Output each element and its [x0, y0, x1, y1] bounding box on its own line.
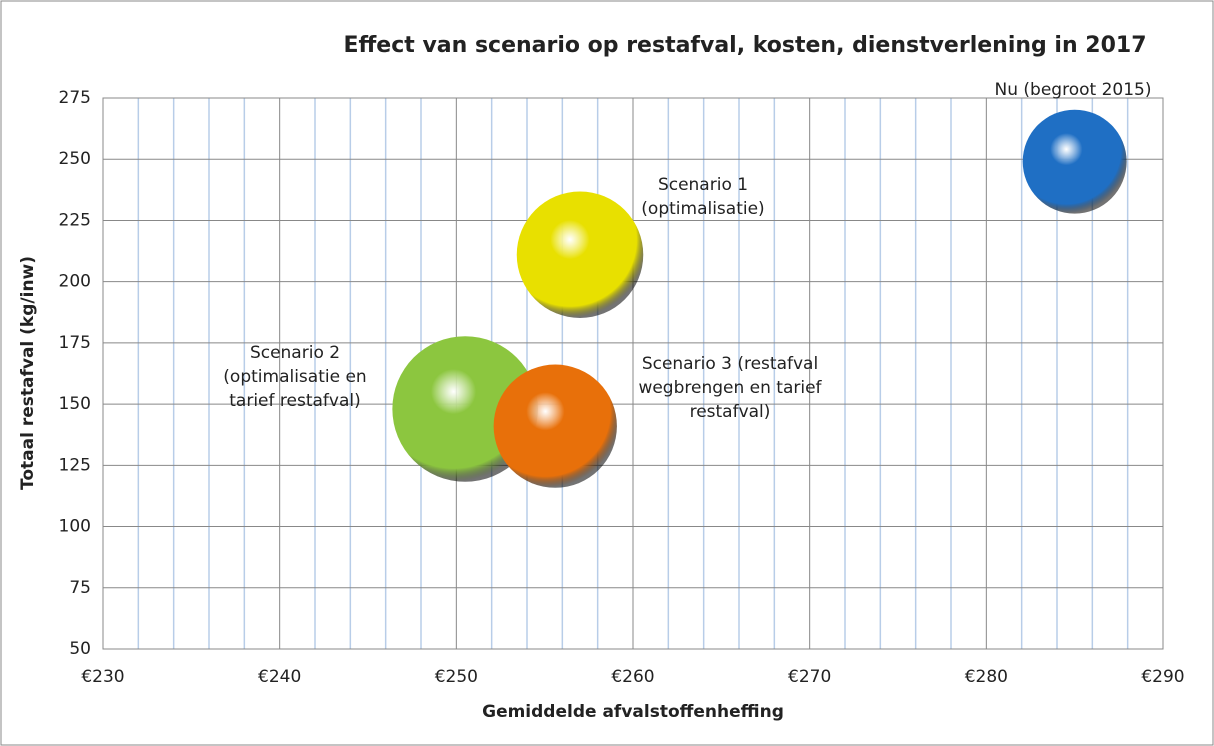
y-tick-label: 225: [59, 210, 91, 230]
x-tick-label: €280: [965, 667, 1008, 687]
bubble: [1022, 109, 1127, 214]
x-tick-label: €230: [81, 667, 124, 687]
x-tick-label: €290: [1141, 667, 1184, 687]
bubble-label: Nu (begroot 2015): [995, 80, 1152, 100]
x-tick-label: €240: [258, 667, 301, 687]
bubble: [493, 364, 617, 488]
y-tick-label: 150: [59, 394, 91, 414]
bubble-label: Scenario 1: [658, 175, 748, 195]
x-tick-label: €250: [435, 667, 478, 687]
chart-title: Effect van scenario op restafval, kosten…: [343, 33, 1146, 58]
y-tick-label: 275: [59, 88, 91, 108]
bubble: [516, 191, 644, 318]
y-tick-label: 75: [69, 578, 91, 598]
x-axis-title: Gemiddelde afvalstoffenheffing: [482, 702, 784, 722]
y-tick-label: 250: [59, 149, 91, 169]
bubble-label: Scenario 2: [250, 343, 340, 363]
y-tick-label: 200: [59, 272, 91, 292]
x-tick-label: €260: [611, 667, 654, 687]
bubble-label: (optimalisatie en: [223, 367, 366, 387]
x-tick-label: €270: [788, 667, 831, 687]
y-tick-label: 100: [59, 517, 91, 537]
bubble-label: wegbrengen en tarief: [638, 378, 822, 398]
y-tick-label: 125: [59, 455, 91, 475]
bubble-label: tarief restafval): [229, 391, 360, 411]
bubble-label: Scenario 3 (restafval: [642, 354, 818, 374]
y-tick-label: 50: [69, 639, 91, 659]
y-axis-title: Totaal restafval (kg/inw): [18, 256, 38, 490]
y-tick-label: 175: [59, 333, 91, 353]
bubble-label: (optimalisatie): [641, 199, 764, 219]
bubble-label: restafval): [690, 402, 771, 422]
